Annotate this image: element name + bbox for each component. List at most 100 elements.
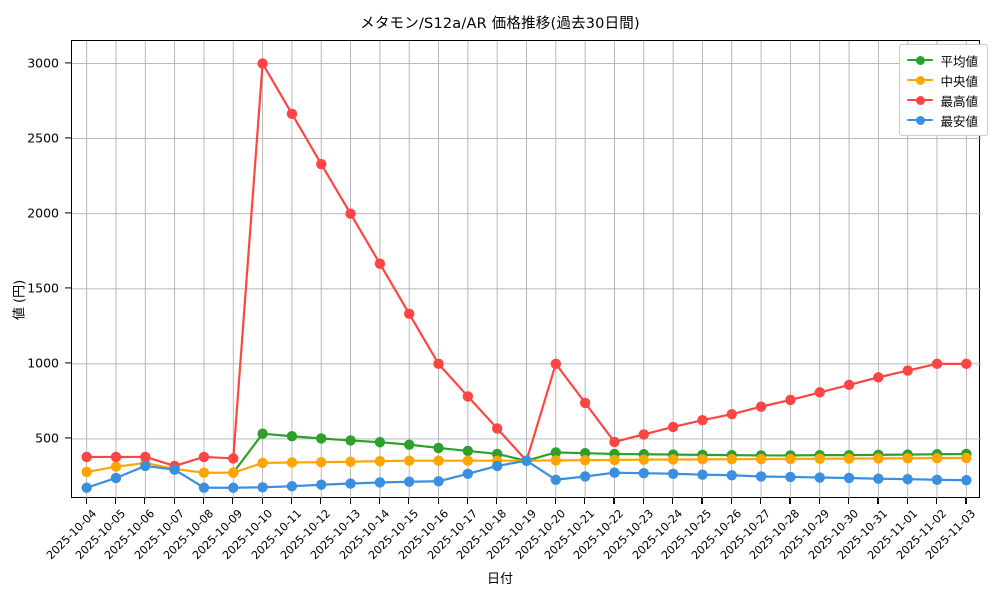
x-tick-mark <box>437 498 439 504</box>
x-tick-mark <box>349 498 351 504</box>
legend-item-最安値[interactable]: 最安値 <box>907 110 978 130</box>
data-point <box>902 453 913 464</box>
x-tick-mark <box>525 498 527 504</box>
y-axis-ticks: 500 1000 1500 2000 2500 3000 <box>0 40 71 498</box>
data-point <box>550 474 562 485</box>
y-tick-label: 2500 <box>27 130 59 146</box>
data-point <box>257 428 268 439</box>
series-line-平均値 <box>232 432 968 474</box>
data-point <box>550 447 562 458</box>
data-point <box>345 208 356 219</box>
y-tick-label: 500 <box>35 430 59 446</box>
data-point <box>81 482 92 493</box>
data-point <box>873 473 884 484</box>
legend-item-最高値[interactable]: 最高値 <box>907 90 978 110</box>
data-point <box>404 439 415 450</box>
x-tick-mark <box>85 498 87 504</box>
data-point <box>814 453 825 464</box>
data-point <box>873 453 884 464</box>
legend-item-中央値[interactable]: 中央値 <box>907 70 978 90</box>
legend-label: 平均値 <box>940 53 978 69</box>
x-axis-ticks: 2025-10-04 2025-10-05 2025-10-06 2025-10-07… <box>44 498 980 598</box>
data-point <box>638 467 649 479</box>
data-point <box>726 408 737 420</box>
legend-item-平均値[interactable]: 平均値 <box>907 50 978 70</box>
data-point <box>462 455 474 466</box>
data-point <box>316 479 327 490</box>
data-point <box>755 401 767 412</box>
data-point <box>316 457 327 468</box>
legend-swatch-icon <box>907 53 934 67</box>
y-tick-mark <box>65 437 71 439</box>
data-point <box>228 467 239 478</box>
data-point <box>814 472 825 483</box>
x-tick-mark <box>877 498 879 504</box>
data-point <box>110 461 122 472</box>
data-point <box>462 445 474 457</box>
data-point <box>404 308 415 320</box>
legend-swatch-icon <box>907 113 934 127</box>
data-point <box>579 397 591 409</box>
legend-label: 最安値 <box>940 113 978 129</box>
data-point <box>404 476 415 487</box>
data-point <box>345 478 356 489</box>
data-point <box>257 58 268 69</box>
data-point <box>110 472 122 484</box>
x-tick-mark <box>760 498 762 504</box>
data-point <box>814 387 825 398</box>
x-tick-mark <box>496 498 498 504</box>
x-tick-mark <box>144 498 146 504</box>
data-point <box>286 457 298 468</box>
x-tick-mark <box>466 498 469 504</box>
x-tick-mark <box>320 498 322 504</box>
data-point <box>491 460 503 472</box>
data-point <box>169 464 180 475</box>
data-point <box>931 474 943 485</box>
data-point <box>550 358 562 370</box>
data-point <box>198 451 210 463</box>
plot-svg <box>72 41 981 499</box>
y-tick-label: 1000 <box>27 355 59 371</box>
data-point <box>462 391 474 402</box>
data-point <box>316 433 327 444</box>
x-tick-mark <box>584 498 586 504</box>
x-tick-mark <box>554 498 556 504</box>
x-tick-mark <box>965 498 967 504</box>
x-tick-mark <box>730 498 732 504</box>
data-point <box>843 472 855 484</box>
y-tick-label: 3000 <box>27 55 59 71</box>
data-point <box>579 471 591 482</box>
data-point <box>345 435 356 446</box>
x-tick-mark <box>789 498 791 504</box>
x-tick-mark <box>906 498 908 504</box>
data-point <box>81 466 92 478</box>
data-point <box>931 452 943 464</box>
x-tick-mark <box>848 498 850 504</box>
x-tick-mark <box>202 498 205 504</box>
data-point <box>961 358 972 370</box>
data-point <box>491 423 503 434</box>
data-point <box>433 358 444 370</box>
data-point <box>755 471 767 482</box>
data-point <box>521 455 532 466</box>
data-point <box>961 475 972 486</box>
data-point <box>667 421 679 433</box>
data-point <box>140 460 151 472</box>
x-tick-mark <box>936 498 938 504</box>
data-point <box>902 473 913 485</box>
data-point <box>433 455 444 466</box>
data-point <box>345 456 356 467</box>
chart-title: メタモン/S12a/AR 価格推移(過去30日間) <box>360 16 640 32</box>
chart-legend: 平均値 中央値 最高値最安値 <box>899 44 988 136</box>
data-point <box>374 477 386 488</box>
data-point <box>697 469 708 480</box>
data-point <box>198 482 210 493</box>
data-point <box>374 455 386 467</box>
data-point <box>638 454 649 465</box>
y-tick-mark <box>65 362 71 364</box>
data-point <box>404 455 415 466</box>
y-tick-label: 2000 <box>27 205 59 221</box>
data-point <box>228 482 239 493</box>
data-point <box>697 414 708 426</box>
